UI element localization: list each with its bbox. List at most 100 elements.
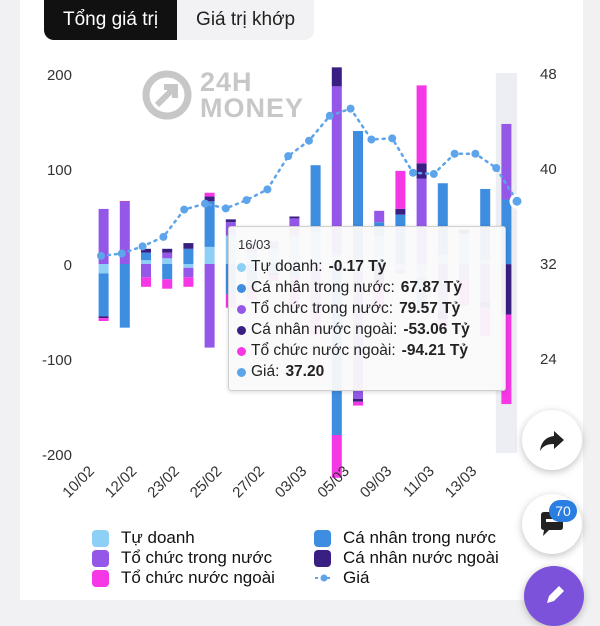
bar-tu_doanh-23/02	[183, 264, 194, 268]
tab-tong-gia-tri[interactable]: Tổng giá trị	[44, 0, 178, 40]
legend-item-tu_doanh[interactable]: Tự doanh	[92, 528, 195, 548]
bar-to_chuc_nuoc_ngoai-16/03	[501, 314, 512, 405]
tooltip-row-ca_nhan_trong_nuoc: Cá nhân trong nước: 67.87 Tỷ	[237, 279, 462, 297]
y-right-tick-label: 32	[540, 256, 557, 273]
tooltip-value: 67.87 Tỷ	[400, 279, 462, 296]
legend-item-to_chuc_trong_nuoc[interactable]: Tổ chức trong nước	[92, 548, 272, 568]
legend-label: Tự doanh	[121, 528, 195, 547]
bar-ca_nhan_nuoc_ngoai-23/02	[183, 243, 194, 249]
tooltip-label: Tự doanh:	[251, 258, 323, 275]
price-point	[221, 204, 230, 213]
y-left-tick-label: 0	[64, 257, 72, 274]
legend-swatch	[314, 549, 331, 567]
bar-ca_nhan_trong_nuoc-13/02	[162, 264, 173, 280]
tooltip-dot	[237, 346, 246, 356]
legend-label: Cá nhân nước ngoài	[343, 548, 499, 567]
price-point	[242, 196, 251, 205]
bar-to_chuc_nuoc_ngoai-12/02	[141, 277, 151, 287]
bar-to_chuc_trong_nuoc-13/02	[162, 252, 173, 259]
y-right-tick-label: 48	[540, 66, 557, 83]
tooltip-row-tu_doanh: Tự doanh: -0.17 Tỷ	[237, 258, 386, 276]
legend-label: Cá nhân trong nước	[343, 528, 496, 547]
legend-swatch	[315, 574, 333, 582]
price-point	[305, 136, 313, 145]
legend-item-gia[interactable]: Giá	[314, 568, 369, 588]
bar-to_chuc_nuoc_ngoai-23/02	[183, 277, 194, 287]
bar-to_chuc_nuoc_ngoai-04/03	[331, 435, 342, 478]
bar-ca_nhan_nuoc_ngoai-25/02	[225, 219, 236, 223]
share-icon	[540, 431, 564, 451]
legend-label: Tổ chức trong nước	[121, 548, 273, 567]
tooltip-value: -0.17 Tỷ	[328, 258, 387, 275]
bar-ca_nhan_trong_nuoc-12/02	[141, 252, 151, 261]
watermark-logo: 24H MONEY	[140, 68, 304, 122]
legend-item-ca_nhan_trong_nuoc[interactable]: Cá nhân trong nước	[314, 528, 496, 548]
bar-to_chuc_trong_nuoc-24/02	[204, 264, 215, 348]
x-tick-label: 23/02	[144, 463, 183, 502]
bar-ca_nhan_trong_nuoc-05/03	[353, 131, 363, 264]
tab-gia-tri-khop[interactable]: Giá trị khớp	[177, 0, 315, 40]
tooltip-row-ca_nhan_nuoc_ngoai: Cá nhân nước ngoài: -53.06 Tỷ	[237, 321, 470, 339]
price-point	[284, 152, 293, 161]
bar-tu_doanh-10/02	[98, 264, 109, 274]
create-button[interactable]	[524, 566, 584, 626]
bar-tu_doanh-24/02	[204, 246, 215, 264]
y-right-tick-label: 24	[540, 351, 557, 368]
price-point	[367, 135, 376, 144]
price-point	[450, 149, 459, 158]
bar-ca_nhan_trong_nuoc-24/02	[204, 201, 215, 247]
bar-ca_nhan_trong_nuoc-23/02	[183, 248, 194, 264]
bar-to_chuc_nuoc_ngoai-11/02	[119, 201, 130, 202]
tooltip-dot	[237, 325, 246, 335]
price-point	[509, 193, 525, 209]
legend-item-ca_nhan_nuoc_ngoai[interactable]: Cá nhân nước ngoài	[314, 548, 499, 568]
bar-to_chuc_trong_nuoc-11/02	[119, 201, 130, 264]
bar-to_chuc_nuoc_ngoai-05/03	[353, 401, 363, 406]
bar-to_chuc_trong_nuoc-04/03	[331, 86, 342, 255]
bar-to_chuc_trong_nuoc-12/02	[141, 264, 151, 278]
tooltip-label: Tổ chức trong nước:	[251, 300, 394, 317]
bar-to_chuc_nuoc_ngoai-24/02	[204, 192, 215, 197]
x-tick-label: 25/02	[187, 463, 226, 502]
bar-to_chuc_trong_nuoc-10/03	[416, 178, 427, 264]
logo-text-line1: 24H	[200, 67, 253, 97]
comment-count-badge: 70	[549, 500, 577, 522]
chart-tooltip: 16/03 Tự doanh: -0.17 Tỷ Cá nhân trong nướ…	[228, 226, 506, 391]
bar-to_chuc_nuoc_ngoai-10/02	[98, 318, 109, 321]
bar-ca_nhan_nuoc_ngoai-12/02	[141, 248, 151, 253]
x-tick-label: 10/02	[59, 463, 98, 502]
price-point	[409, 168, 417, 177]
bar-ca_nhan_nuoc_ngoai-05/03	[353, 398, 363, 402]
tooltip-label: Cá nhân trong nước:	[251, 279, 395, 296]
price-point	[263, 185, 272, 194]
tooltip-row-to_chuc_trong_nuoc: Tổ chức trong nước: 79.57 Tỷ	[237, 300, 460, 318]
y-left-tick-label: 100	[47, 162, 72, 179]
bar-ca_nhan_nuoc_ngoai-16/03	[501, 264, 512, 315]
bar-to_chuc_trong_nuoc-23/02	[183, 267, 194, 278]
bar-ca_nhan_trong_nuoc-03/03	[310, 165, 321, 232]
legend-item-to_chuc_nuoc_ngoai[interactable]: Tổ chức nước ngoài	[92, 568, 275, 588]
bar-to_chuc_trong_nuoc-06/03	[374, 210, 385, 223]
y-right-tick-label: 40	[540, 161, 557, 178]
tooltip-value: 37.20	[285, 363, 325, 380]
price-point	[159, 232, 168, 241]
price-point	[180, 205, 189, 214]
bar-to_chuc_nuoc_ngoai-10/03	[416, 85, 427, 164]
y-left-tick-label: -100	[42, 352, 72, 369]
bar-ca_nhan_nuoc_ngoai-28/02	[289, 216, 300, 219]
price-point	[117, 249, 126, 258]
bar-to_chuc_trong_nuoc-16/03	[501, 123, 512, 200]
bar-tu_doanh-13/02	[162, 258, 173, 264]
legend-swatch	[314, 529, 331, 547]
tooltip-label: Giá:	[251, 363, 280, 380]
bar-ca_nhan_nuoc_ngoai-13/02	[162, 248, 173, 253]
x-tick-label: 11/03	[400, 463, 438, 501]
logo-icon	[142, 70, 192, 120]
price-point	[492, 164, 501, 172]
share-button[interactable]	[522, 410, 582, 470]
bar-ca_nhan_trong_nuoc-10/02	[98, 273, 109, 317]
legend-swatch	[92, 549, 109, 567]
bar-ca_nhan_trong_nuoc-11/02	[119, 264, 130, 328]
price-point	[325, 111, 334, 120]
tooltip-dot	[237, 262, 246, 272]
